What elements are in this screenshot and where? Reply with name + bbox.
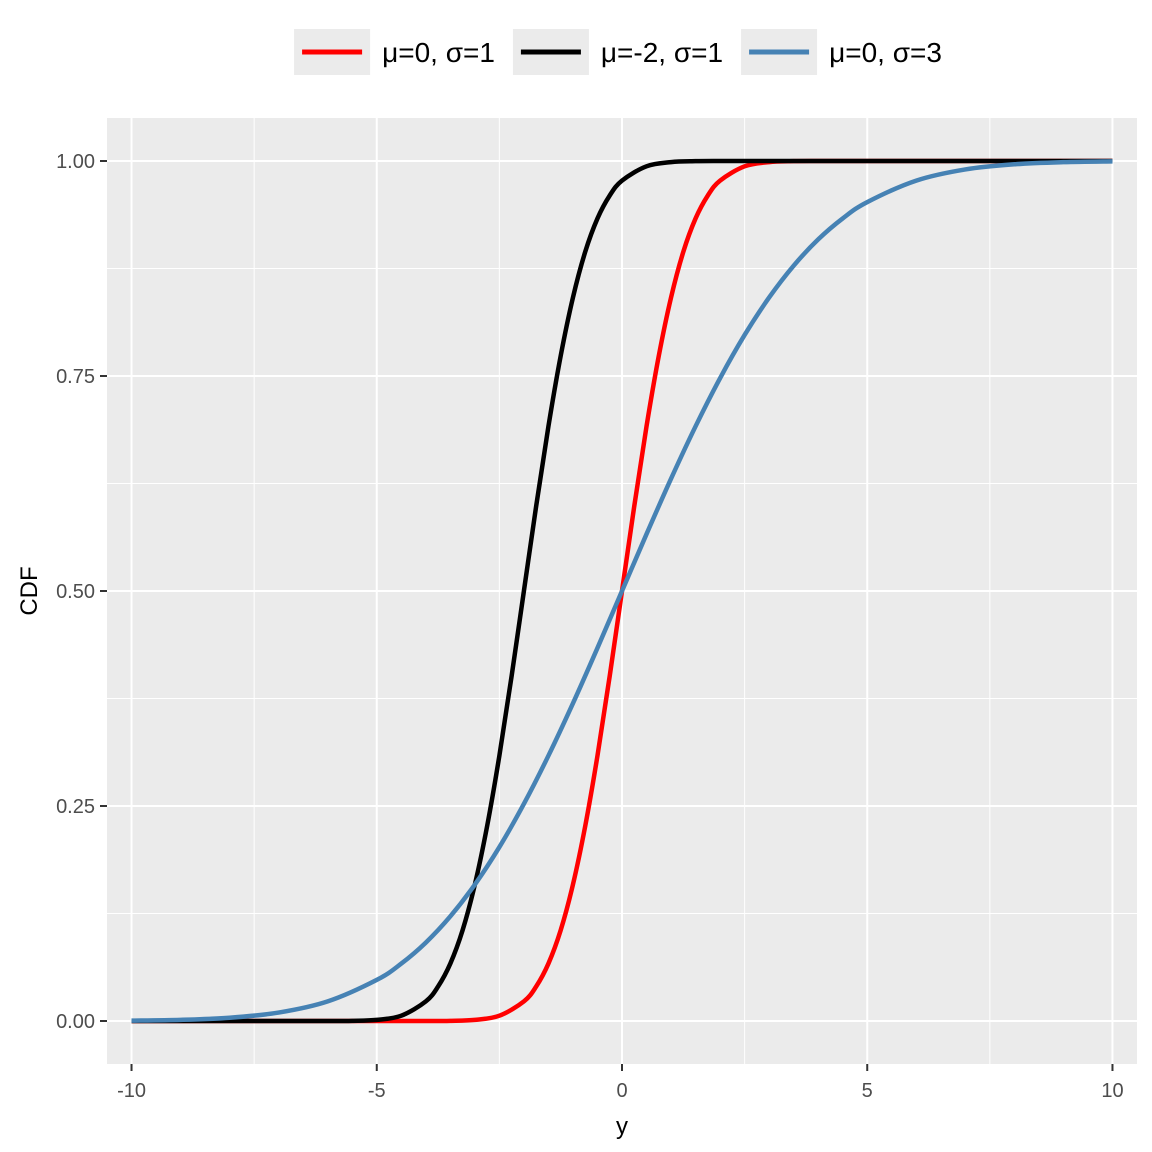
- x-axis-title: y: [616, 1113, 628, 1140]
- series-line-2: [131, 158, 1113, 1024]
- legend-label: μ=0, σ=3: [829, 37, 942, 68]
- x-tick-label: 10: [1101, 1080, 1123, 1102]
- x-tick-label: 0: [616, 1080, 627, 1102]
- y-tick-label: 0.00: [56, 1011, 95, 1033]
- legend: μ=0, σ=1 μ=-2, σ=1 μ=0, σ=3: [294, 29, 942, 75]
- y-tick-label: 0.75: [56, 366, 95, 388]
- series-lines: [131, 158, 1113, 1024]
- series-line-3: [131, 159, 1113, 1023]
- y-tick-label: 1.00: [56, 151, 95, 173]
- legend-label: μ=0, σ=1: [382, 37, 495, 68]
- y-axis: 0.00 0.25 0.50 0.75 1.00: [56, 151, 107, 1033]
- x-tick-label: -10: [117, 1080, 146, 1102]
- y-axis-title: CDF: [16, 566, 43, 615]
- x-axis: -10 -5 0 5 10: [117, 1064, 1124, 1102]
- x-tick-label: 5: [862, 1080, 873, 1102]
- legend-label: μ=-2, σ=1: [601, 37, 723, 68]
- x-tick-label: -5: [368, 1080, 386, 1102]
- y-tick-label: 0.50: [56, 581, 95, 603]
- y-tick-label: 0.25: [56, 796, 95, 818]
